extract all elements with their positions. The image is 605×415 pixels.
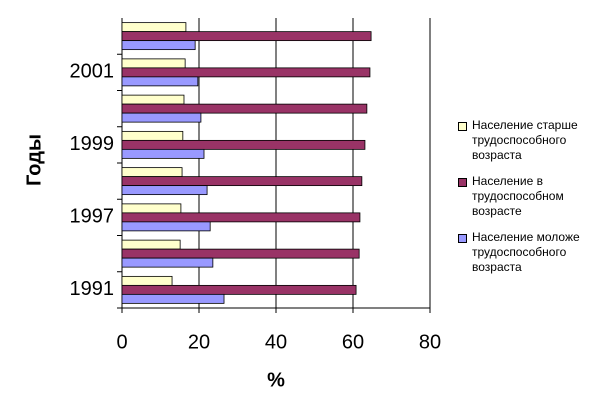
bar — [121, 112, 202, 123]
x-tick-label: 0 — [116, 331, 127, 353]
bar — [121, 94, 185, 105]
y-tick-label: 1991 — [70, 278, 115, 300]
bar — [121, 176, 363, 187]
bar — [121, 185, 208, 196]
bar — [121, 130, 184, 141]
bar — [121, 58, 186, 69]
y-tick-label: 1999 — [70, 133, 115, 155]
bar — [121, 275, 173, 286]
legend-label: Население в трудоспособном возрасте — [472, 174, 564, 218]
bar — [121, 76, 199, 87]
legend-item: Население старше трудоспособного возраст… — [458, 118, 598, 163]
legend-label: Население моложе трудоспособного возраст… — [472, 230, 580, 274]
bar — [121, 212, 361, 223]
y-tick-label: 1997 — [70, 206, 115, 228]
legend-swatch — [458, 122, 467, 131]
legend-swatch — [458, 234, 467, 243]
x-axis-label: % — [267, 369, 285, 391]
x-tick-label: 40 — [265, 331, 287, 353]
legend-swatch — [458, 178, 467, 187]
legend: Население старше трудоспособного возраст… — [458, 118, 598, 286]
legend-label: Население старше трудоспособного возраст… — [472, 118, 578, 162]
y-tick-label: 2001 — [70, 61, 115, 83]
x-tick-label: 60 — [342, 331, 364, 353]
x-tick-label: 20 — [188, 331, 210, 353]
bar — [121, 293, 225, 304]
bar — [121, 239, 181, 250]
y-axis-label: Годы — [23, 134, 45, 186]
legend-item: Население моложе трудоспособного возраст… — [458, 230, 598, 275]
bar — [121, 167, 183, 178]
bar — [121, 221, 211, 232]
bar — [121, 148, 205, 159]
bar — [121, 248, 360, 259]
bar — [121, 139, 366, 150]
bar — [121, 40, 196, 51]
bar — [121, 103, 368, 114]
bar — [121, 31, 372, 42]
legend-item: Население в трудоспособном возрасте — [458, 174, 598, 219]
x-tick-label: 80 — [419, 331, 441, 353]
bar — [121, 257, 214, 268]
bar — [121, 22, 187, 33]
bar — [121, 67, 371, 78]
bar — [121, 203, 182, 214]
bar — [121, 284, 357, 295]
